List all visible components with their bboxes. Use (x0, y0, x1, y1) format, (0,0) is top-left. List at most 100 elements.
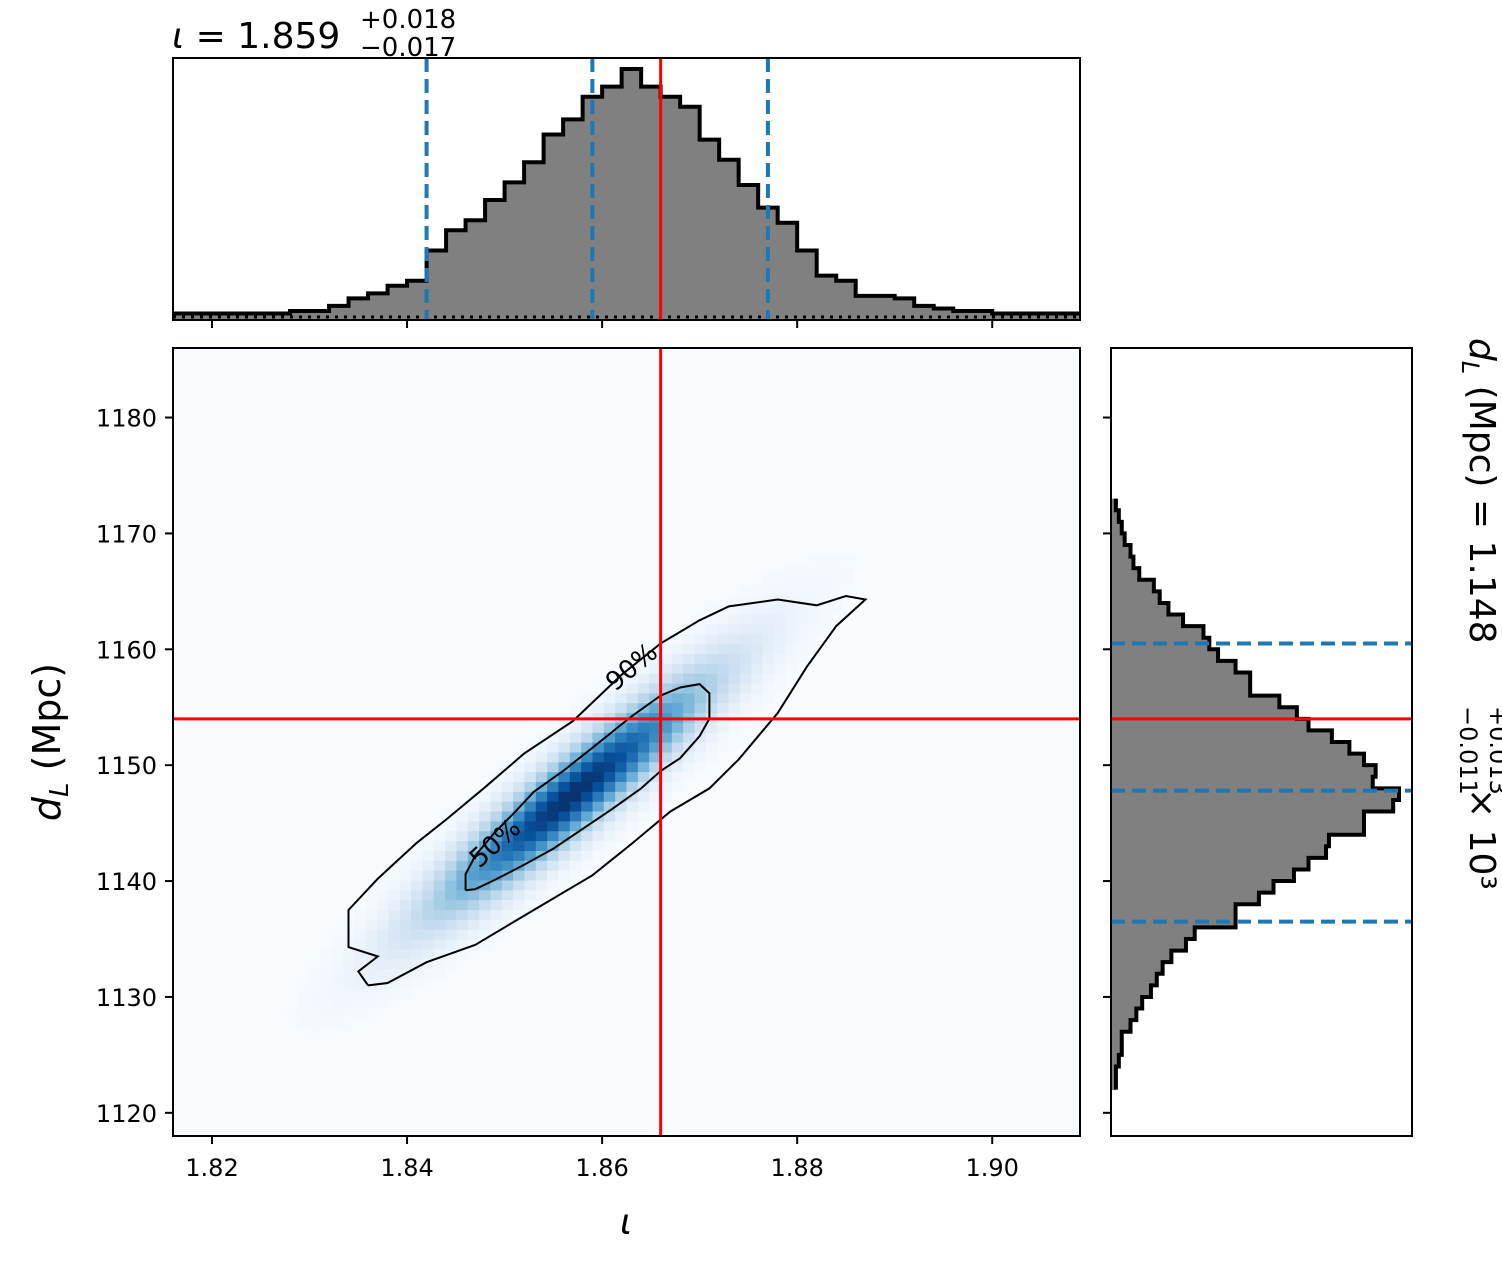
heatmap-cell (343, 958, 355, 970)
heatmap-cell (320, 988, 333, 999)
heatmap-cell (626, 692, 639, 704)
distance-histogram-bin (1111, 1054, 1119, 1067)
heatmap-cell (388, 988, 401, 999)
heatmap-cell (513, 761, 526, 773)
iota-histogram-bin (290, 310, 311, 320)
heatmap-cell (399, 889, 412, 901)
heatmap-cell (649, 781, 662, 792)
distance-histogram-bin (1111, 521, 1122, 534)
heatmap-cell (513, 840, 526, 851)
iota-histogram-bin (1050, 313, 1071, 320)
heatmap-cell (717, 722, 730, 733)
heatmap-cell (615, 702, 628, 714)
iota-title: ι = 1.859 (172, 16, 340, 57)
heatmap-cell (671, 653, 684, 664)
iota-histogram-bin (855, 295, 876, 320)
heatmap-cell (694, 623, 707, 635)
heatmap-cell (524, 909, 537, 920)
heatmap-cell (751, 692, 764, 704)
heatmap-cell (581, 751, 594, 763)
heatmap-cell (343, 1007, 355, 1019)
heatmap-cell (694, 682, 707, 694)
heatmap-cell (490, 850, 503, 861)
heatmap-cell (388, 870, 401, 881)
heatmap-cell (637, 682, 650, 694)
heatmap-cell (671, 663, 684, 674)
iota-histogram-bin (621, 69, 642, 320)
distance-histogram-bin (1111, 811, 1364, 824)
heatmap-cell (705, 663, 718, 674)
heatmap-cell (717, 613, 730, 625)
heatmap-cell (513, 870, 526, 881)
heatmap-cell (467, 830, 480, 842)
heatmap-cell (592, 820, 605, 832)
heatmap-cell (411, 840, 424, 851)
heatmap-cell (683, 663, 696, 674)
heatmap-cell (501, 840, 514, 851)
heatmap-cell (399, 870, 412, 881)
heatmap-cell (547, 781, 560, 792)
heatmap-cell (807, 574, 820, 585)
heatmap-cell (456, 870, 469, 881)
heatmap-cell (569, 850, 582, 861)
heatmap-cell (422, 850, 435, 861)
heatmap-cell (388, 899, 401, 911)
heatmap-cell (807, 554, 820, 566)
heatmap-cell (365, 988, 378, 999)
heatmap-cell (785, 574, 798, 585)
heatmap-cell (467, 850, 480, 861)
heatmap-cell (467, 801, 480, 812)
heatmap-cell (615, 830, 628, 842)
heatmap-cell (399, 958, 412, 970)
heatmap-cell (626, 732, 639, 743)
heatmap-cell (694, 673, 707, 684)
distance-histogram-bin (1111, 1066, 1116, 1079)
heatmap-cell (581, 830, 594, 842)
heatmap-cell (581, 810, 594, 822)
heatmap-cell (728, 643, 741, 654)
heatmap-cell (467, 870, 480, 881)
heatmap-cell (796, 604, 809, 615)
heatmap-cell (297, 978, 310, 989)
heatmap-cell (649, 653, 662, 664)
x-tick-label: 1.84 (380, 1154, 433, 1182)
distance-histogram-bin (1111, 973, 1157, 986)
heatmap-cell (671, 732, 684, 743)
heatmap-cell (581, 840, 594, 851)
heatmap-cell (535, 810, 548, 822)
heatmap-cell (445, 860, 458, 871)
distance-histogram-bin (1111, 579, 1154, 592)
heatmap-cell (649, 791, 662, 802)
heatmap-cell (762, 682, 775, 694)
heatmap-cell (558, 781, 571, 792)
heatmap-cell (660, 791, 673, 802)
heatmap-cell (456, 909, 469, 920)
heatmap-cell (637, 771, 650, 782)
heatmap-cell (456, 850, 469, 861)
distance-title: dL (Mpc) = 1.148 +0.013 −0.011 × 10³ (1454, 338, 1502, 890)
heatmap-cell (694, 663, 707, 674)
distance-histogram-bin (1111, 510, 1119, 523)
heatmap-cell (377, 909, 390, 920)
heatmap-cell (603, 791, 616, 802)
heatmap-cell (377, 899, 390, 911)
contour-50 (464, 683, 711, 892)
heatmap-cell (841, 584, 854, 595)
heatmap-cell (467, 948, 480, 960)
heatmap-cell (728, 692, 741, 704)
heatmap-cell (762, 594, 775, 605)
heatmap-cell (490, 830, 503, 842)
heatmap-cell (694, 732, 707, 743)
heatmap-cell (671, 633, 684, 645)
heatmap-cell (331, 998, 344, 1009)
distance-title-plus: +0.013 (1484, 706, 1502, 795)
heatmap-cell (535, 840, 548, 851)
distance-histogram-bin (1111, 718, 1309, 731)
heatmap-cell (626, 673, 639, 684)
heatmap-cell (739, 692, 752, 704)
heatmap-cell (354, 948, 367, 960)
heatmap-cell (649, 801, 662, 812)
heatmap-cell (433, 870, 446, 881)
distance-histogram-bin (1111, 765, 1376, 778)
heatmap-cell (558, 879, 571, 891)
